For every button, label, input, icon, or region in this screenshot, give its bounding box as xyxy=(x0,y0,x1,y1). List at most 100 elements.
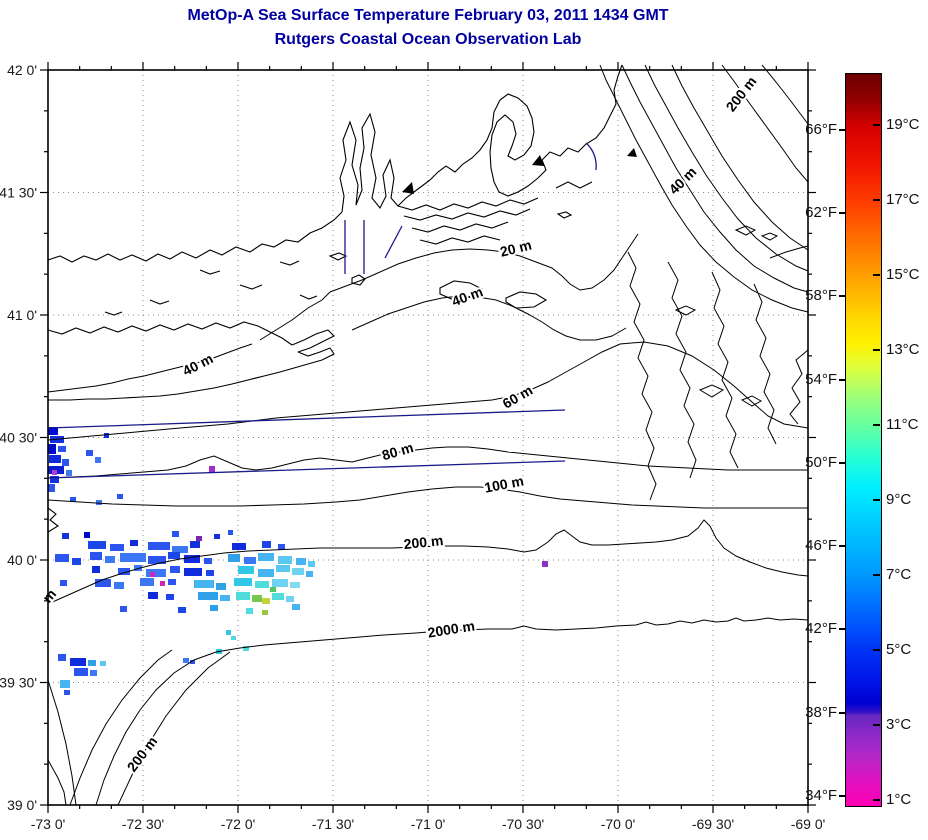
colorbar-fahrenheit-tick xyxy=(839,378,845,381)
sst-pixel xyxy=(292,604,300,610)
x-tick-label: -71 0' xyxy=(411,816,446,832)
sst-pixel xyxy=(292,568,304,575)
coastline-path xyxy=(149,299,170,305)
sst-pixel xyxy=(134,565,142,571)
contour-label: m xyxy=(39,586,59,606)
sst-pixel xyxy=(236,592,250,600)
colorbar-fahrenheit-tick xyxy=(839,461,845,464)
sst-pixel xyxy=(231,636,236,640)
sst-pixel xyxy=(72,558,81,565)
sst-pixel xyxy=(58,446,66,452)
bathymetry-contour xyxy=(644,64,809,272)
sst-pixel xyxy=(50,476,59,483)
sst-pixel xyxy=(246,608,253,614)
sst-pixel xyxy=(190,660,195,664)
bathymetry-contour xyxy=(351,295,627,341)
sst-pixel xyxy=(84,532,90,538)
colorbar-fahrenheit-tick xyxy=(839,211,845,214)
sst-pixel xyxy=(258,553,274,561)
figure-title: MetOp-A Sea Surface Temperature February… xyxy=(187,7,669,24)
sst-pixel xyxy=(228,554,240,562)
sst-pixel xyxy=(226,630,231,635)
sst-pixel xyxy=(48,484,55,492)
coastline-path xyxy=(239,284,263,290)
colorbar-celsius-tick xyxy=(873,124,880,127)
x-tick-label: -70 0' xyxy=(601,816,636,832)
bathymetry-contour xyxy=(667,261,697,479)
bathymetry-contour xyxy=(259,291,331,341)
sst-pixel xyxy=(62,459,69,466)
sst-pixel xyxy=(64,690,70,695)
bathymetry-contour xyxy=(329,233,639,293)
sst-pixel xyxy=(183,658,189,663)
coastline-path xyxy=(279,260,300,266)
y-tick-label: 41 0' xyxy=(7,307,37,323)
bathymetry-contour xyxy=(627,251,657,501)
x-tick-label: -71 30' xyxy=(312,816,354,832)
sst-pixel xyxy=(90,670,97,676)
colorbar-celsius-label: 9°C xyxy=(886,491,912,509)
colorbar-celsius-label: 13°C xyxy=(886,341,920,359)
sst-pixel xyxy=(70,497,76,502)
map-marker xyxy=(627,148,637,157)
colorbar-fahrenheit-label: 38°F xyxy=(805,703,837,721)
bathymetry-contour xyxy=(734,225,757,236)
coastline-path xyxy=(537,64,623,179)
colorbar-fahrenheit-label: 46°F xyxy=(805,537,837,555)
sst-pixel xyxy=(278,544,285,550)
sst-pixel xyxy=(255,581,269,588)
sst-pixel xyxy=(276,565,290,572)
bathymetry-contour xyxy=(47,679,77,806)
sst-pixel xyxy=(146,569,166,577)
sst-pixel xyxy=(60,680,70,688)
sst-pixel xyxy=(48,427,58,435)
sst-pixel xyxy=(196,536,202,541)
sst-pixel xyxy=(118,568,130,575)
sst-pixel xyxy=(104,433,109,438)
sst-pixel xyxy=(90,552,102,560)
coastline-path xyxy=(397,197,539,211)
colorbar-fahrenheit-label: 66°F xyxy=(805,120,837,138)
coastline-path xyxy=(429,93,539,197)
y-tick-label: 40 30' xyxy=(0,430,37,446)
contour-label: 40 m xyxy=(450,283,485,309)
sst-pixel xyxy=(204,558,212,564)
colorbar-celsius-tick xyxy=(873,574,880,577)
sst-pixel xyxy=(100,661,106,666)
sst-pixel xyxy=(168,552,180,559)
bathymetry-contour xyxy=(740,395,763,407)
sst-pixel xyxy=(105,556,115,563)
sst-pixel xyxy=(243,646,249,651)
sst-pixel xyxy=(49,455,61,463)
sst-pixel xyxy=(148,542,170,550)
sst-pixel xyxy=(262,610,268,615)
colorbar-fahrenheit-tick xyxy=(839,794,845,797)
y-tick-label: 40 0' xyxy=(7,552,37,568)
sst-pixel xyxy=(150,572,155,577)
bathymetry-contour xyxy=(47,343,253,393)
sst-pixel xyxy=(306,571,313,577)
colorbar-celsius-label: 19°C xyxy=(886,116,920,134)
colorbar-celsius-tick xyxy=(873,424,880,427)
sst-pixel xyxy=(234,578,252,586)
sst-pixel xyxy=(238,566,254,574)
bathymetry-contour xyxy=(761,64,809,125)
map-marker xyxy=(402,182,414,194)
coastline-path xyxy=(419,235,501,245)
coastline-path xyxy=(439,280,484,301)
figure-subtitle: Rutgers Coastal Ocean Observation Lab xyxy=(274,31,582,48)
sst-pixel xyxy=(270,587,276,592)
sst-pixel xyxy=(206,570,214,576)
colorbar-celsius-label: 7°C xyxy=(886,566,912,584)
sst-pixel xyxy=(172,531,179,537)
colorbar-fahrenheit-label: 42°F xyxy=(805,620,837,638)
colorbar-fahrenheit-tick xyxy=(839,628,845,631)
x-tick-label: -69 30' xyxy=(692,816,734,832)
coastline-path xyxy=(328,252,348,261)
sst-pixel xyxy=(308,561,315,567)
sst-pixel xyxy=(66,470,72,476)
sst-pixel xyxy=(178,607,186,613)
sst-pixel xyxy=(86,450,93,456)
sst-pixel xyxy=(58,654,66,661)
coastline-path xyxy=(505,291,548,309)
